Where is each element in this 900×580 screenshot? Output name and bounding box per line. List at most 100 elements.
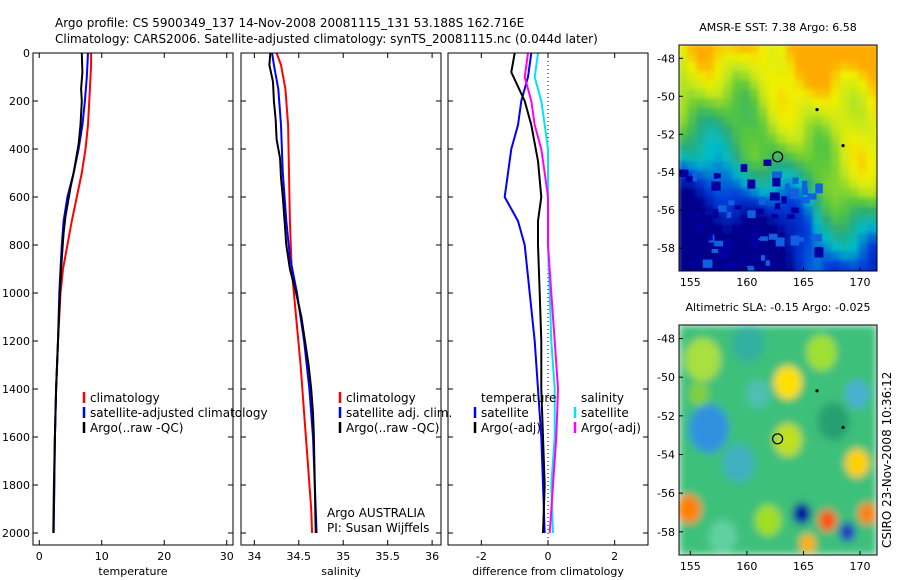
sst-cell <box>867 80 877 91</box>
sst-cell <box>723 98 734 109</box>
sst-cell <box>732 215 743 226</box>
sst-cell <box>804 161 815 172</box>
sst-cell <box>714 278 725 289</box>
sst-cell <box>687 197 698 208</box>
sst-cell <box>795 98 806 109</box>
sst-cell <box>696 260 707 271</box>
sst-cell <box>741 143 752 154</box>
sst-cell <box>822 224 833 235</box>
sst-cell <box>786 215 797 226</box>
sst-cell <box>786 71 797 82</box>
sst-cell <box>831 179 842 190</box>
sst-cell <box>822 269 833 271</box>
sst-cell <box>867 71 877 82</box>
sst-cell <box>840 152 851 163</box>
sst-cell <box>858 242 869 253</box>
sst-cell <box>822 170 833 181</box>
sst-cell <box>858 179 869 190</box>
sst-cell <box>813 161 824 172</box>
sst-cell <box>714 269 725 271</box>
sst-speckle <box>775 237 785 247</box>
sst-cell <box>741 233 752 244</box>
sla-ytick-label: -50 <box>657 371 675 384</box>
sst-cell <box>867 197 877 208</box>
sst-cell <box>777 251 788 262</box>
sst-cell <box>723 125 734 136</box>
sst-cell <box>813 89 824 100</box>
sst-speckle <box>706 233 713 241</box>
sst-cell <box>795 161 806 172</box>
depth-tick-label: 1600 <box>2 431 30 444</box>
sst-cell <box>696 170 707 181</box>
sst-cell <box>705 116 716 127</box>
sst-cell <box>876 170 877 181</box>
sst-speckle <box>748 237 755 243</box>
sst-cell <box>822 197 833 208</box>
sst-cell <box>804 134 815 145</box>
island-marker <box>841 144 845 148</box>
salinity-panel: 34 34.5 35 35.5 36 salinity climatologysatelli… <box>240 52 452 578</box>
sst-cell <box>858 260 869 271</box>
depth-tick-label: 1400 <box>2 383 30 396</box>
sst-cell <box>867 170 877 181</box>
sst-cell <box>723 206 734 217</box>
depth-tick-label: 2000 <box>2 527 30 540</box>
sst-cell <box>840 251 851 262</box>
sst-field <box>679 45 877 289</box>
sst-cell <box>804 233 815 244</box>
sst-speckle <box>739 256 746 264</box>
sst-cell <box>795 45 806 55</box>
sst-cell <box>750 161 761 172</box>
sst-speckle <box>791 207 799 214</box>
sst-cell <box>786 134 797 145</box>
sst-cell <box>679 62 689 73</box>
sst-cell <box>858 143 869 154</box>
sst-cell <box>687 107 698 118</box>
sst-cell <box>858 116 869 127</box>
sst-cell <box>858 107 869 118</box>
sst-cell <box>759 125 770 136</box>
sst-cell <box>679 80 689 91</box>
sst-ytick-label: -48 <box>657 52 675 65</box>
sst-cell <box>795 260 806 271</box>
sst-cell <box>768 53 779 64</box>
sst-cell <box>679 269 689 271</box>
sst-cell <box>849 197 860 208</box>
sst-cell <box>804 116 815 127</box>
sst-cell <box>687 269 698 271</box>
sst-map-frame <box>678 44 878 272</box>
sst-cell <box>696 143 707 154</box>
temperature-legend-label: satellite-adjusted climatology <box>90 406 268 420</box>
sst-field-smoothed <box>679 45 877 289</box>
temperature-panel: 0 10 20 30 0 200 400 600 800 1000 1200 1400 1600 1800… <box>2 47 268 578</box>
sst-cell <box>858 152 869 163</box>
sst-cell <box>741 260 752 271</box>
sst-cell <box>714 260 725 271</box>
sst-xtick-label: 160 <box>736 276 757 289</box>
difference-legend-label: satellite <box>481 406 529 420</box>
sst-cell <box>679 125 689 136</box>
sst-speckle <box>730 261 737 269</box>
sst-cell <box>813 45 824 55</box>
sst-speckle <box>713 173 718 179</box>
sst-cell <box>822 62 833 73</box>
sst-cell <box>813 224 824 235</box>
sst-cell <box>687 152 698 163</box>
sst-cell <box>849 269 860 271</box>
sst-cell <box>813 260 824 271</box>
salinity-plot-frame <box>240 52 442 546</box>
sst-cell <box>804 80 815 91</box>
sst-cell <box>777 107 788 118</box>
sla-eddy <box>688 404 729 453</box>
sst-cell <box>732 233 743 244</box>
sst-cell <box>759 161 770 172</box>
sst-cell <box>795 80 806 91</box>
sst-cell <box>705 179 716 190</box>
sst-cell <box>804 179 815 190</box>
sst-cell <box>876 116 877 127</box>
sst-cell <box>867 98 877 109</box>
sst-cell <box>876 62 877 73</box>
sla-field-smoothed <box>679 325 877 555</box>
sst-speckle <box>695 224 704 231</box>
sst-cell <box>687 233 698 244</box>
